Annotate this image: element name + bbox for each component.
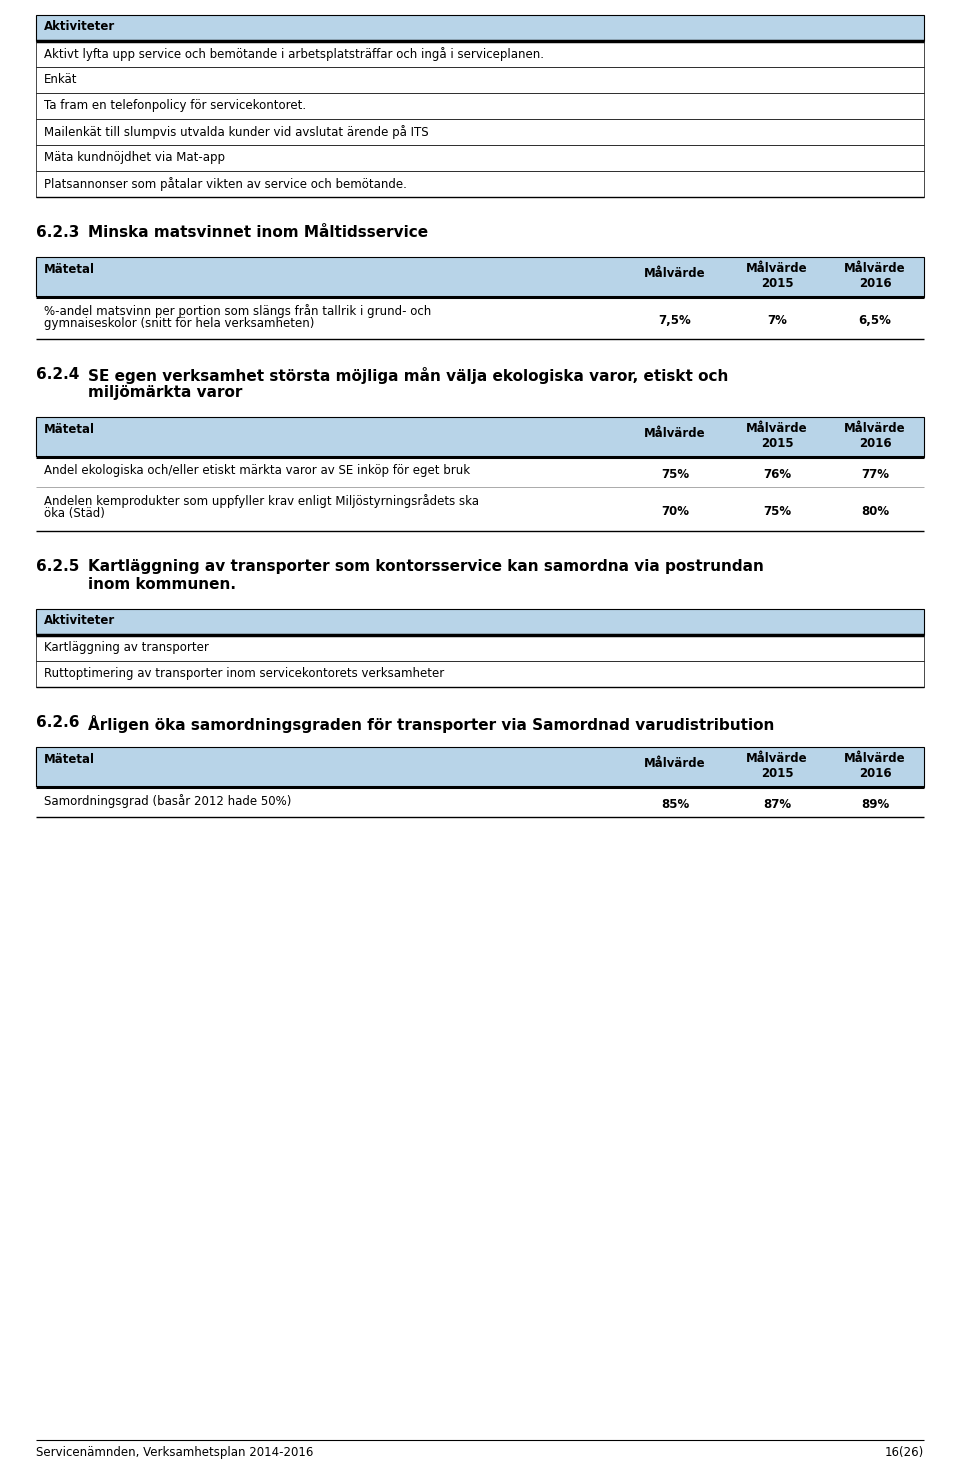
Bar (36, 417, 924, 457)
Text: Kartläggning av transporter: Kartläggning av transporter (44, 641, 209, 654)
Text: Årligen öka samordningsgraden för transporter via Samordnad varudistribution: Årligen öka samordningsgraden för transp… (88, 714, 775, 734)
Text: Målvärde
2015: Målvärde 2015 (746, 422, 807, 450)
Text: 6.2.4: 6.2.4 (36, 368, 80, 382)
Text: 75%: 75% (660, 467, 689, 481)
Bar (36, 747, 924, 786)
Text: Ruttoptimering av transporter inom servicekontorets verksamheter: Ruttoptimering av transporter inom servi… (44, 667, 444, 681)
Text: Målvärde: Målvärde (644, 426, 706, 440)
Text: inom kommunen.: inom kommunen. (88, 578, 236, 592)
Bar (36, 146, 924, 171)
Text: Aktivt lyfta upp service och bemötande i arbetsplatsträffar och ingå i servicepl: Aktivt lyfta upp service och bemötande i… (44, 47, 544, 60)
Text: 89%: 89% (861, 798, 889, 811)
Text: Platsannonser som påtalar vikten av service och bemötande.: Platsannonser som påtalar vikten av serv… (44, 176, 407, 191)
Text: 77%: 77% (861, 467, 889, 481)
Text: SE egen verksamhet största möjliga mån välja ekologiska varor, etiskt och: SE egen verksamhet största möjliga mån v… (88, 368, 729, 384)
Text: Andelen kemprodukter som uppfyller krav enligt Miljöstyrningsrådets ska: Andelen kemprodukter som uppfyller krav … (44, 494, 479, 509)
Bar (36, 487, 924, 531)
Text: 6.2.6: 6.2.6 (36, 714, 80, 731)
Bar (36, 68, 924, 93)
Text: Andel ekologiska och/eller etiskt märkta varor av SE inköp för eget bruk: Andel ekologiska och/eller etiskt märkta… (44, 465, 470, 476)
Bar (36, 609, 924, 635)
Text: Mätetal: Mätetal (44, 423, 95, 437)
Text: Mätetal: Mätetal (44, 753, 95, 766)
Text: 6.2.3: 6.2.3 (36, 225, 80, 240)
Bar (36, 93, 924, 119)
Text: Ta fram en telefonpolicy för servicekontoret.: Ta fram en telefonpolicy för servicekont… (44, 98, 306, 112)
Text: Kartläggning av transporter som kontorsservice kan samordna via postrundan: Kartläggning av transporter som kontorss… (88, 559, 764, 573)
Text: 75%: 75% (763, 506, 791, 517)
Bar (36, 457, 924, 487)
Text: gymnaiseskolor (snitt för hela verksamheten): gymnaiseskolor (snitt för hela verksamhe… (44, 318, 314, 329)
Bar (36, 41, 924, 68)
Text: Mailenkät till slumpvis utvalda kunder vid avslutat ärende på ITS: Mailenkät till slumpvis utvalda kunder v… (44, 125, 428, 140)
Text: Samordningsgrad (basår 2012 hade 50%): Samordningsgrad (basår 2012 hade 50%) (44, 794, 292, 809)
Bar (36, 662, 924, 686)
Text: Målvärde
2015: Målvärde 2015 (746, 262, 807, 290)
Text: Målvärde
2015: Målvärde 2015 (746, 753, 807, 781)
Text: 6,5%: 6,5% (858, 315, 892, 326)
Text: 6.2.5: 6.2.5 (36, 559, 80, 573)
Bar (36, 15, 924, 41)
Text: Mäta kundnöjdhet via Mat-app: Mäta kundnöjdhet via Mat-app (44, 151, 225, 165)
Text: 80%: 80% (861, 506, 889, 517)
Bar (36, 257, 924, 297)
Text: 85%: 85% (660, 798, 689, 811)
Text: miljömärkta varor: miljömärkta varor (88, 385, 242, 400)
Text: Målvärde: Målvärde (644, 757, 706, 770)
Text: Målvärde
2016: Målvärde 2016 (844, 262, 906, 290)
Text: 7%: 7% (767, 315, 787, 326)
Text: Minska matsvinnet inom Måltidsservice: Minska matsvinnet inom Måltidsservice (88, 225, 428, 240)
Bar (36, 171, 924, 197)
Text: öka (Städ): öka (Städ) (44, 507, 105, 520)
Text: 76%: 76% (763, 467, 791, 481)
Text: Servicenämnden, Verksamhetsplan 2014-2016: Servicenämnden, Verksamhetsplan 2014-201… (36, 1446, 313, 1460)
Bar (36, 297, 924, 340)
Text: 87%: 87% (763, 798, 791, 811)
Text: Målvärde
2016: Målvärde 2016 (844, 422, 906, 450)
Text: Aktiviteter: Aktiviteter (44, 614, 115, 628)
Bar (36, 786, 924, 817)
Bar (36, 119, 924, 146)
Text: %-andel matsvinn per portion som slängs från tallrik i grund- och: %-andel matsvinn per portion som slängs … (44, 304, 431, 318)
Text: Målvärde
2016: Målvärde 2016 (844, 753, 906, 781)
Text: Målvärde: Målvärde (644, 268, 706, 279)
Text: 16(26): 16(26) (885, 1446, 924, 1460)
Bar (36, 635, 924, 662)
Text: Aktiviteter: Aktiviteter (44, 21, 115, 32)
Text: 70%: 70% (661, 506, 689, 517)
Text: Enkät: Enkät (44, 74, 78, 87)
Text: Mätetal: Mätetal (44, 263, 95, 276)
Text: 7,5%: 7,5% (659, 315, 691, 326)
